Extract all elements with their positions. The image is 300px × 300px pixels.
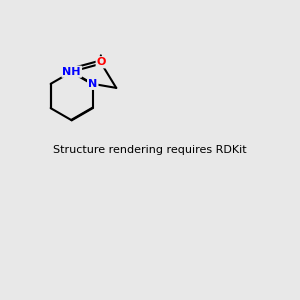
Text: Structure rendering requires RDKit: Structure rendering requires RDKit bbox=[53, 145, 247, 155]
Text: O: O bbox=[97, 57, 106, 67]
Text: NH: NH bbox=[62, 67, 81, 77]
Text: N: N bbox=[88, 79, 98, 89]
